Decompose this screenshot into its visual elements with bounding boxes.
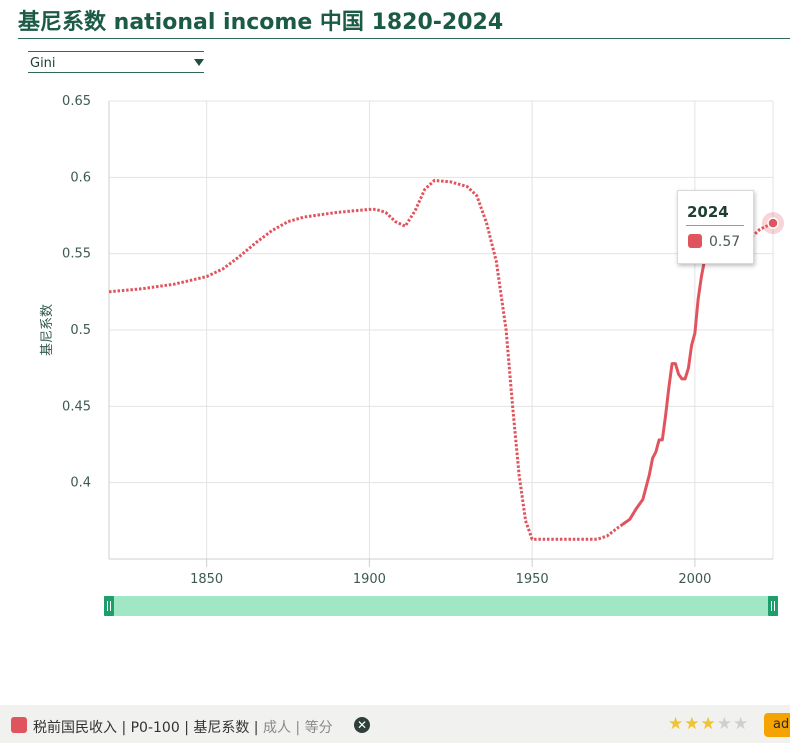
y-tick-label: 0.4 [70,476,91,491]
star-icon[interactable]: ★ [733,714,750,734]
slider-handle [768,596,778,616]
y-tick-label: 0.55 [62,247,91,262]
y-tick-label: 0.6 [70,170,91,185]
y-tick-label: 0.45 [62,399,91,414]
series-label-muted: 成人 | 等分 [258,720,333,736]
series-line-dotted [108,178,625,541]
close-circle-icon[interactable]: ✕ [354,717,370,733]
x-tick-label: 2000 [678,572,711,587]
y-tick-label: 0.65 [62,94,91,109]
rating-stars[interactable]: ★★★★★ [668,714,749,734]
series-color-swatch [11,717,27,733]
range-slider[interactable] [104,596,778,616]
x-axis-ticks: 1850 1900 1950 2000 [190,559,711,587]
legend-bar: 税前国民收入 | P0-100 | 基尼系数 | 成人 | 等分 ✕ ★★★★★… [0,705,790,743]
highlight-marker [762,212,784,235]
tooltip-value: 0.57 [709,234,741,250]
title-divider [18,38,790,39]
indicator-select[interactable]: Gini [28,51,204,73]
tooltip-series-swatch [688,234,702,248]
axes [108,101,773,560]
grid-lines [109,100,774,559]
page-title: 基尼系数 national income 中国 1820-2024 [18,10,504,35]
star-icon[interactable]: ★ [700,714,717,734]
chevron-down-icon [194,59,204,66]
value-tooltip: 2024 0.57 [677,190,754,264]
y-axis-ticks: 0.4 0.45 0.5 0.55 0.6 0.65 [62,94,91,491]
star-icon[interactable]: ★ [684,714,701,734]
tooltip-year: 2024 [687,203,729,221]
indicator-select-value: Gini [30,56,56,71]
x-tick-label: 1950 [516,572,549,587]
series-label-main: 税前国民收入 | P0-100 | 基尼系数 | [33,720,259,736]
star-icon[interactable]: ★ [716,714,733,734]
x-tick-label: 1850 [190,572,223,587]
gini-line-chart: 0.4 0.45 0.5 0.55 0.6 0.65 1850 1900 1950 2000 基… [40,94,784,616]
ad-button[interactable]: ad [764,713,790,737]
tooltip-divider [686,225,744,226]
highlight-point [767,217,779,229]
slider-handle [104,596,114,616]
series-label: 税前国民收入 | P0-100 | 基尼系数 | 成人 | 等分 [33,717,333,737]
x-tick-label: 1900 [353,572,386,587]
y-axis-label: 基尼系数 [40,304,55,356]
y-tick-label: 0.5 [70,323,91,338]
slider-track [104,596,778,616]
star-icon[interactable]: ★ [668,714,685,734]
